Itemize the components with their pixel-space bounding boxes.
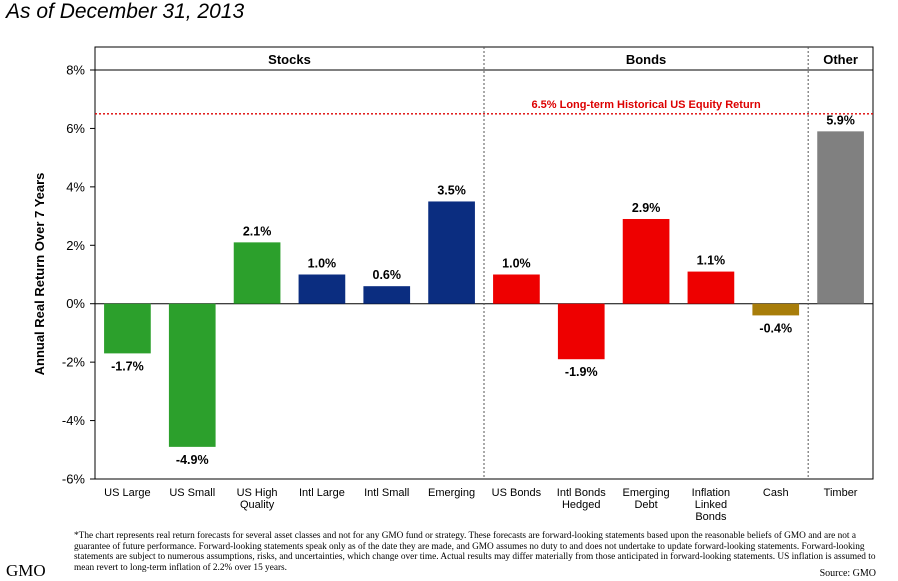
- x-tick-label: US High Quality: [237, 487, 278, 511]
- y-tick-label: 8%: [66, 63, 85, 78]
- y-tick-label: -4%: [62, 413, 86, 428]
- x-tick-label: Timber: [824, 487, 858, 499]
- bar-chart: -6% -4% -2% 0% 2% 4% 6% 8% Stocks Bonds Other 6.5…: [32, 46, 874, 523]
- data-label: 5.9%: [826, 113, 855, 127]
- group-header-bonds: Bonds: [626, 52, 666, 67]
- x-tick-label: Emerging Debt: [623, 487, 670, 511]
- chart-heading: As of December 31, 2013: [6, 0, 245, 23]
- y-tick-label: 2%: [66, 238, 85, 253]
- bar: [428, 201, 475, 304]
- x-tick-label: Cash: [763, 487, 789, 499]
- y-tick-label: -2%: [62, 355, 86, 370]
- data-label: -4.9%: [176, 453, 209, 467]
- reference-line-label: 6.5% Long-term Historical US Equity Retu…: [531, 99, 760, 111]
- bar: [493, 274, 540, 304]
- y-tick-label: 0%: [66, 296, 85, 311]
- bar: [557, 303, 605, 360]
- group-header-other: Other: [823, 52, 858, 67]
- group-header-stocks: Stocks: [268, 52, 311, 67]
- bar: [363, 286, 411, 304]
- data-label: 3.5%: [437, 183, 466, 197]
- bar: [233, 242, 281, 304]
- data-label: -1.9%: [565, 365, 598, 379]
- x-tick-label: US Small: [169, 487, 215, 499]
- bar: [752, 303, 800, 316]
- y-tick-label: 4%: [66, 179, 85, 194]
- x-tick-label: Inflation Linked Bonds: [692, 487, 731, 523]
- data-label: 0.6%: [373, 268, 402, 282]
- data-label: 1.0%: [502, 257, 531, 271]
- bar: [817, 131, 864, 304]
- x-tick-label: Intl Bonds Hedged: [557, 487, 606, 511]
- bar: [687, 271, 735, 304]
- data-label: 2.1%: [243, 224, 272, 238]
- source-note: Source: GMO: [819, 568, 876, 579]
- x-tick-label: US Bonds: [492, 487, 542, 499]
- x-tick-label: US Large: [104, 487, 150, 499]
- disclaimer-footnote: *The chart represents real return foreca…: [74, 531, 876, 573]
- x-tick-label: Intl Large: [299, 487, 345, 499]
- bar: [104, 303, 151, 354]
- data-label: 1.1%: [697, 254, 726, 268]
- x-tick-label: Intl Small: [364, 487, 409, 499]
- bar: [622, 218, 670, 304]
- bar: [168, 303, 216, 447]
- data-label: 1.0%: [308, 257, 337, 271]
- data-label: 2.9%: [632, 201, 661, 215]
- x-tick-label: Emerging: [428, 487, 475, 499]
- y-axis-label: Annual Real Return Over 7 Years: [32, 173, 47, 376]
- gmo-logo-text: GMO: [6, 561, 46, 580]
- bar: [298, 274, 346, 304]
- data-label: -0.4%: [759, 321, 792, 335]
- y-tick-label: -6%: [62, 472, 86, 487]
- y-tick-label: 6%: [66, 121, 85, 136]
- data-label: -1.7%: [111, 359, 144, 373]
